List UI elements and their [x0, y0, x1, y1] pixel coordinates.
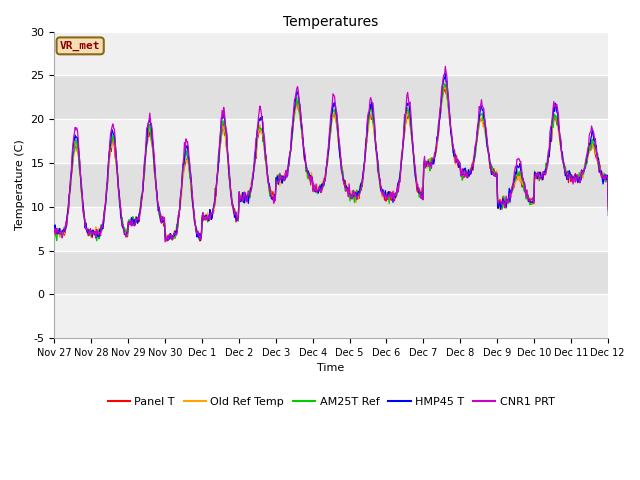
- X-axis label: Time: Time: [317, 363, 345, 373]
- AM25T Ref: [51, 229, 58, 235]
- Old Ref Temp: [412, 172, 419, 178]
- HMP45 T: [412, 174, 419, 180]
- CNR1 PRT: [442, 63, 449, 69]
- Panel T: [281, 173, 289, 179]
- Old Ref Temp: [259, 130, 266, 135]
- Y-axis label: Temperature (C): Temperature (C): [15, 140, 25, 230]
- Title: Temperatures: Temperatures: [284, 15, 379, 29]
- Panel T: [229, 205, 237, 211]
- CNR1 PRT: [51, 229, 58, 235]
- Bar: [54, 32, 608, 75]
- AM25T Ref: [281, 174, 289, 180]
- Line: AM25T Ref: AM25T Ref: [54, 84, 640, 241]
- Panel T: [412, 172, 419, 178]
- Old Ref Temp: [445, 112, 453, 118]
- AM25T Ref: [412, 169, 419, 175]
- Old Ref Temp: [168, 237, 176, 243]
- Old Ref Temp: [51, 232, 58, 238]
- CNR1 PRT: [281, 178, 289, 183]
- AM25T Ref: [229, 205, 237, 211]
- AM25T Ref: [120, 225, 128, 230]
- Panel T: [445, 114, 453, 120]
- Text: VR_met: VR_met: [60, 41, 100, 51]
- CNR1 PRT: [259, 118, 266, 124]
- CNR1 PRT: [229, 202, 237, 208]
- Panel T: [259, 126, 266, 132]
- Old Ref Temp: [120, 228, 127, 233]
- HMP45 T: [259, 114, 266, 120]
- AM25T Ref: [441, 81, 449, 86]
- Bar: [54, 207, 608, 251]
- HMP45 T: [51, 225, 58, 231]
- Line: CNR1 PRT: CNR1 PRT: [54, 66, 640, 242]
- Line: Old Ref Temp: Old Ref Temp: [54, 83, 640, 240]
- Line: HMP45 T: HMP45 T: [54, 73, 640, 240]
- AM25T Ref: [93, 238, 100, 244]
- HMP45 T: [196, 238, 204, 243]
- Line: Panel T: Panel T: [54, 89, 640, 241]
- CNR1 PRT: [161, 239, 169, 245]
- HMP45 T: [281, 178, 289, 183]
- Old Ref Temp: [281, 171, 289, 177]
- CNR1 PRT: [120, 227, 127, 233]
- Bar: [54, 294, 608, 338]
- CNR1 PRT: [445, 108, 453, 113]
- HMP45 T: [445, 106, 453, 112]
- HMP45 T: [120, 226, 127, 232]
- Panel T: [120, 226, 127, 231]
- Panel T: [51, 229, 58, 235]
- Legend: Panel T, Old Ref Temp, AM25T Ref, HMP45 T, CNR1 PRT: Panel T, Old Ref Temp, AM25T Ref, HMP45 …: [103, 393, 559, 412]
- Panel T: [442, 86, 449, 92]
- AM25T Ref: [259, 126, 266, 132]
- Bar: [54, 119, 608, 163]
- AM25T Ref: [445, 109, 453, 115]
- HMP45 T: [442, 71, 449, 76]
- HMP45 T: [229, 203, 237, 208]
- Old Ref Temp: [229, 202, 237, 207]
- Panel T: [196, 238, 204, 244]
- CNR1 PRT: [412, 166, 419, 171]
- Old Ref Temp: [442, 80, 449, 86]
